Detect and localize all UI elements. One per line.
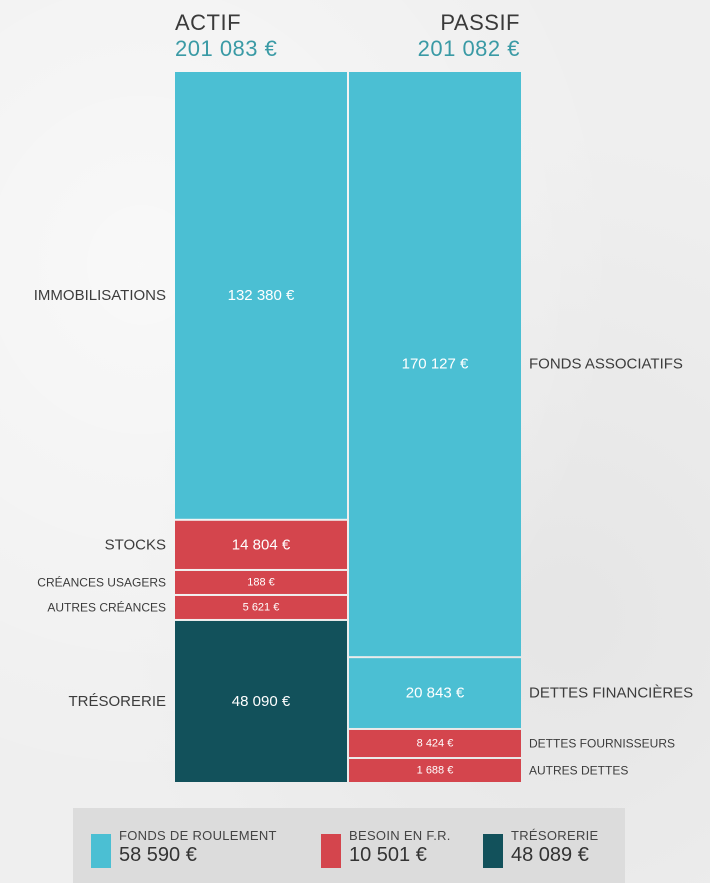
- balance-chart: 132 380 € IMMOBILISATIONS 14 804 € STOCKS 18…: [34, 72, 693, 782]
- actif-total: 201 083 €: [175, 36, 278, 61]
- legend-swatch-besoin-fr: [321, 834, 341, 868]
- category-label-actif-creances-usagers: CRÉANCES USAGERS: [37, 574, 166, 589]
- bar-segment-passif-autres-dettes: [349, 759, 521, 782]
- value-label-actif-stocks: 14 804 €: [232, 536, 291, 553]
- legend-label-besoin-fr: BESOIN EN F.R.: [349, 828, 451, 843]
- legend: FONDS DE ROULEMENT 58 590 € BESOIN EN F.…: [73, 808, 625, 883]
- passif-total: 201 082 €: [417, 36, 520, 61]
- category-label-passif-fonds-associatifs: FONDS ASSOCIATIFS: [529, 356, 683, 373]
- value-label-actif-tresorerie: 48 090 €: [232, 693, 291, 710]
- value-label-passif-dettes-fournisseurs: 8 424 €: [417, 737, 454, 749]
- category-label-actif-stocks: STOCKS: [105, 536, 166, 553]
- bar-segment-actif-immobilisations: [175, 72, 347, 519]
- category-label-passif-dettes-financieres: DETTES FINANCIÈRES: [529, 685, 693, 702]
- value-label-passif-autres-dettes: 1 688 €: [417, 765, 454, 777]
- bar-segment-actif-stocks: [175, 520, 347, 569]
- bar-segment-passif-dettes-financieres: [349, 658, 521, 728]
- legend-value-tresorerie: 48 089 €: [511, 844, 589, 866]
- bar-segment-actif-autres-creances: [175, 595, 347, 619]
- value-label-actif-autres-creances: 5 621 €: [243, 601, 280, 613]
- category-label-actif-immobilisations: IMMOBILISATIONS: [34, 287, 166, 304]
- legend-swatch-tresorerie: [483, 834, 503, 868]
- legend-value-fonds-roulement: 58 590 €: [119, 844, 197, 866]
- passif-header: PASSIF: [440, 10, 520, 35]
- actif-header: ACTIF: [175, 10, 242, 35]
- bar-segment-passif-dettes-fournisseurs: [349, 729, 521, 757]
- value-label-actif-immobilisations: 132 380 €: [228, 287, 295, 304]
- category-label-actif-autres-creances: AUTRES CRÉANCES: [47, 599, 166, 614]
- legend-label-tresorerie: TRÉSORERIE: [511, 828, 599, 843]
- bar-segment-actif-creances-usagers: [175, 570, 347, 594]
- legend-label-fonds-roulement: FONDS DE ROULEMENT: [119, 828, 277, 843]
- value-label-actif-creances-usagers: 188 €: [247, 576, 275, 588]
- category-label-passif-autres-dettes: AUTRES DETTES: [529, 764, 628, 778]
- legend-swatch-fonds-roulement: [91, 834, 111, 868]
- bar-segment-passif-fonds-associatifs: [349, 72, 521, 657]
- category-label-passif-dettes-fournisseurs: DETTES FOURNISSEURS: [529, 736, 675, 750]
- value-label-passif-dettes-financieres: 20 843 €: [406, 685, 465, 702]
- value-label-passif-fonds-associatifs: 170 127 €: [402, 356, 469, 373]
- bar-segment-actif-tresorerie: [175, 620, 347, 782]
- legend-value-besoin-fr: 10 501 €: [349, 844, 427, 866]
- category-label-actif-tresorerie: TRÉSORERIE: [68, 693, 166, 710]
